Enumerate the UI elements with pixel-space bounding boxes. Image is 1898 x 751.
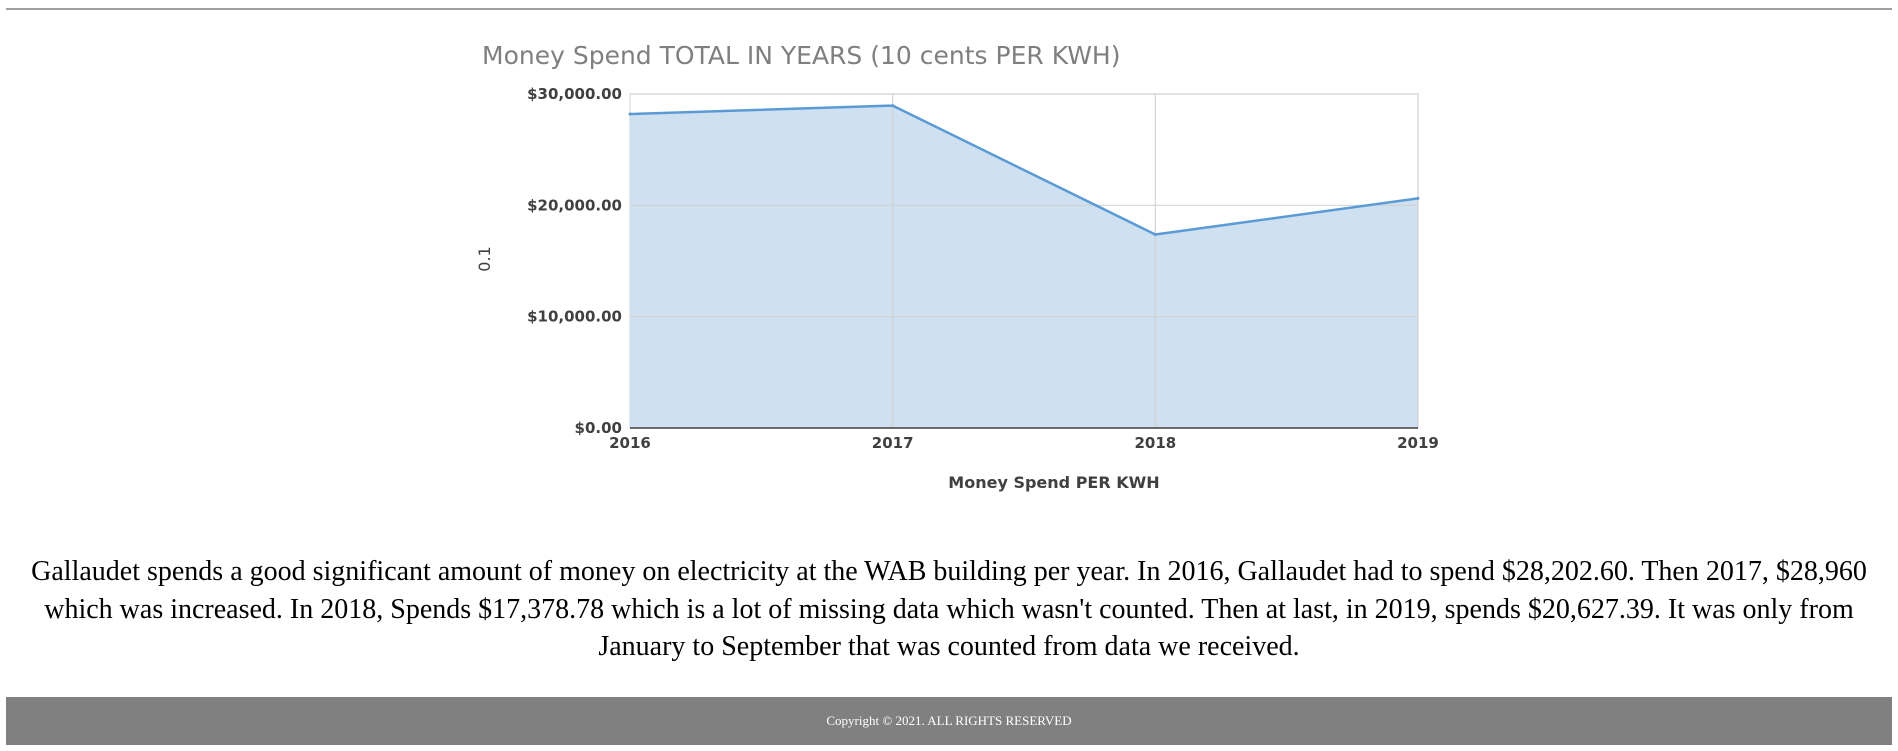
y-tick-label: $20,000.00 <box>527 196 622 214</box>
x-tick-label: 2016 <box>609 434 651 452</box>
top-divider <box>6 8 1892 10</box>
data-point <box>1153 233 1157 237</box>
chart-container: Money Spend TOTAL IN YEARS (10 cents PER… <box>470 30 1450 510</box>
footer: Copyright © 2021. ALL RIGHTS RESERVED <box>6 697 1892 745</box>
copyright-text: Copyright © 2021. ALL RIGHTS RESERVED <box>826 713 1072 728</box>
x-tick-label: 2019 <box>1397 434 1439 452</box>
x-tick-label: 2018 <box>1134 434 1176 452</box>
y-tick-label: $30,000.00 <box>527 85 622 103</box>
y-axis-label: 0.1 <box>475 246 494 271</box>
data-point <box>891 104 895 108</box>
description-paragraph: Gallaudet spends a good significant amou… <box>31 556 1867 662</box>
data-point <box>1416 196 1420 200</box>
area-fill <box>630 105 1418 428</box>
y-tick-label: $10,000.00 <box>527 308 622 326</box>
area-chart: Money Spend TOTAL IN YEARS (10 cents PER… <box>475 41 1439 492</box>
chart-title: Money Spend TOTAL IN YEARS (10 cents PER… <box>482 41 1120 70</box>
series-line <box>629 104 1419 236</box>
x-axis-label: Money Spend PER KWH <box>948 473 1159 492</box>
x-tick-label: 2017 <box>872 434 914 452</box>
data-point <box>628 112 632 116</box>
y-tick-label: $0.00 <box>575 419 622 437</box>
